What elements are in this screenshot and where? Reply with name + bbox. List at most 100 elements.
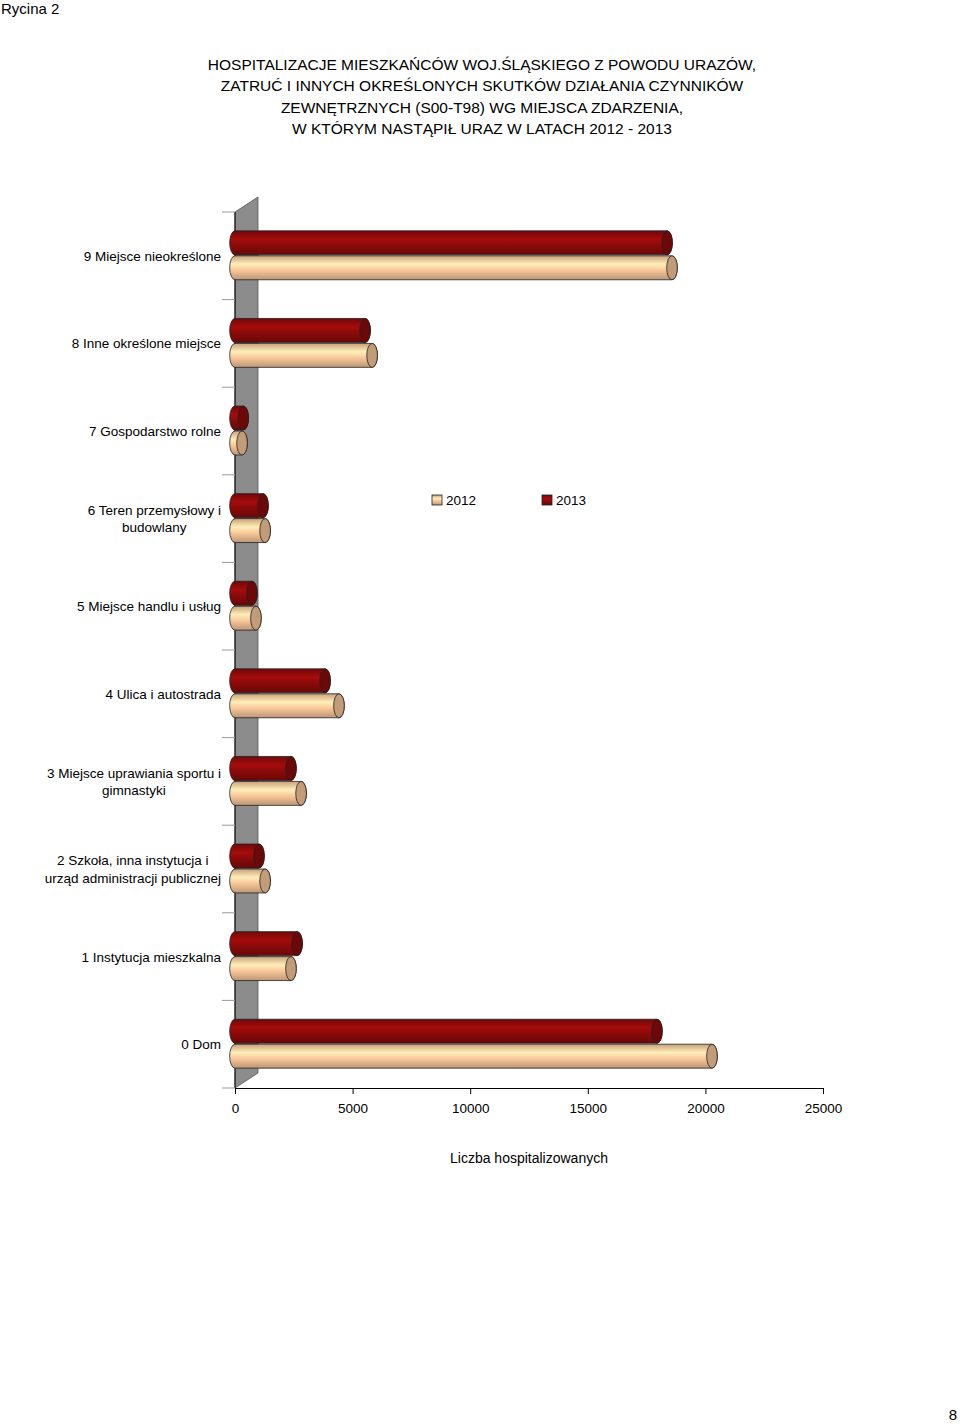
bar [230,869,271,893]
bar [230,318,371,342]
bar-cap [247,581,258,605]
y-tick-label: 8 Inne określone miejsce [72,336,221,351]
bar-cap [360,318,371,342]
page: Rycina 2 8 HOSPITALIZACJE MIESZKAŃCÓW WOJ.… [0,0,960,1425]
bar-cap [260,869,271,893]
x-tick-mark [705,1088,706,1094]
bar [230,343,378,367]
bar [230,606,262,630]
y-tick-label: 6 Teren przemysłowy i budowlany [88,503,221,536]
x-tick-label: 10000 [452,1101,490,1116]
x-tick-label: 15000 [570,1101,608,1116]
x-tick-mark [353,1088,354,1094]
y-tick-label: 9 Miejsce nieokreślone [84,249,221,264]
y-tick-label: 0 Dom [181,1037,221,1052]
bar [230,694,345,718]
x-axis: 0 5000 10000 15000 20000 25000 [232,1088,843,1116]
bar [230,581,258,605]
bar-cap [662,231,673,255]
x-tick-mark [235,1088,236,1094]
bar-cap [286,756,297,780]
x-tick-mark [823,1088,824,1094]
y-tick-label-line: 3 Miejsce uprawiania sportu i [47,766,221,781]
y-tick-label: 1 Instytucja mieszkalna [81,950,221,965]
chart-title-line: W KTÓRYM NASTĄPIŁ URAZ W LATACH 2012 - 2… [292,120,672,137]
bar [230,669,331,693]
y-tick-label-line: 9 Miejsce nieokreślone [84,249,221,264]
y-tick-label-line: gimnastyki [102,783,166,798]
bar-cap [296,781,307,805]
x-axis-title: Liczba hospitalizowanych [450,1150,608,1166]
category-separator [222,474,235,475]
legend-label: 2012 [446,493,476,508]
x-tick: 25000 [805,1088,843,1116]
category-separator [222,912,235,913]
bar-cap [367,343,378,367]
bar [230,756,297,780]
category-separator [222,387,235,388]
bar-cap [254,844,265,868]
y-tick-label-line: 1 Instytucja mieszkalna [81,950,221,965]
category-separator [222,737,235,738]
bar-cap [251,606,262,630]
category-separator [222,562,235,563]
legend-swatch [542,495,552,505]
chart-title-line: HOSPITALIZACJE MIESZKAŃCÓW WOJ.ŚLĄSKIEGO… [208,56,756,73]
bar [230,494,269,518]
bars [230,231,718,1068]
category-separator [222,825,235,826]
y-tick-label-line: urząd administracji publicznej [45,871,221,886]
x-tick-label: 5000 [338,1101,368,1116]
y-tick-label: 4 Ulica i autostrada [105,687,221,702]
bar [230,231,673,255]
y-tick-label: 5 Miejsce handlu i usług [77,599,221,614]
bar [230,1044,718,1068]
y-tick-label: 2 Szkoła, inna instytucja i urząd adminis… [45,853,221,886]
x-tick-label: 25000 [805,1101,843,1116]
page-number: 8 [949,1406,957,1423]
chart-title-line: ZEWNĘTRZNYCH (S00-T98) WG MIEJSCA ZDARZE… [281,99,683,116]
chart-title: HOSPITALIZACJE MIESZKAŃCÓW WOJ.ŚLĄSKIEGO… [208,56,756,137]
y-tick-label-line: 5 Miejsce handlu i usług [77,599,221,614]
category-separator [222,650,235,651]
bar [230,431,248,455]
bar-cap [292,932,303,956]
bar-cap [707,1044,718,1068]
chart-title-line: ZATRUĆ I INNYCH OKREŚLONYCH SKUTKÓW DZIA… [221,77,744,94]
bar-cap [258,494,269,518]
legend-swatch [432,495,442,505]
y-tick-label: 7 Gospodarstwo rolne [89,424,221,439]
bar [230,781,307,805]
x-tick-label: 0 [232,1101,240,1116]
bar-cap [238,406,249,430]
bar-cap [320,669,331,693]
bar-cap [286,957,297,981]
bar-cap [260,519,271,543]
bar-cap [667,256,678,280]
bar [230,406,249,430]
category-separator [222,299,235,300]
bar-cap [334,694,345,718]
y-tick-label: 3 Miejsce uprawiania sportu i gimnastyki [47,766,221,799]
bar-cap [237,431,248,455]
x-tick: 10000 [452,1088,490,1116]
legend: 20122013 [432,493,586,508]
category-separator [222,212,235,213]
y-tick-label-line: 0 Dom [181,1037,221,1052]
x-tick-label: 20000 [687,1101,725,1116]
y-tick-label-line: 2 Szkoła, inna instytucja i [57,853,209,868]
y-tick-label-line: 6 Teren przemysłowy i [88,503,221,518]
y-tick-label-line: budowlany [122,520,187,535]
x-tick-mark [470,1088,471,1094]
x-tick: 20000 [687,1088,725,1116]
y-tick-label-line: 4 Ulica i autostrada [105,687,221,702]
x-tick: 0 [232,1088,240,1116]
bar [230,932,303,956]
bar [230,256,678,280]
y-tick-label-line: 8 Inne określone miejsce [72,336,221,351]
x-tick-mark [588,1088,589,1094]
caption: Rycina 2 [1,0,59,17]
bar [230,519,271,543]
x-axis-line [236,1089,824,1095]
bar [230,957,297,981]
